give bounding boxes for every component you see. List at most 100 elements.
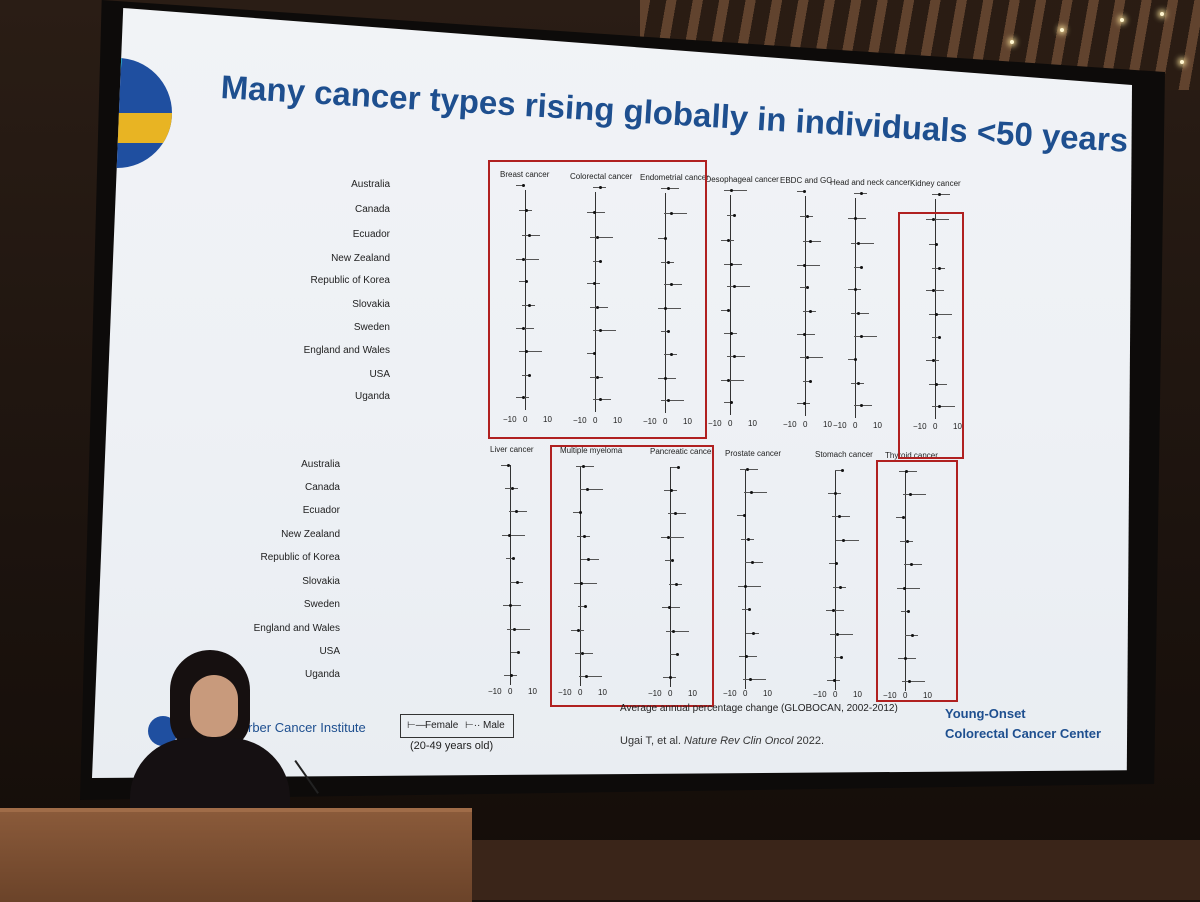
ci-bar [721,379,744,381]
ci-bar [836,539,859,541]
ci-bar [932,337,940,338]
ci-bar [738,585,761,587]
tick-label: 10 [683,417,692,427]
tick-label: 10 [823,419,832,429]
tick-label: 0 [743,689,748,699]
point-estimate [727,238,730,242]
point-estimate [667,187,670,190]
point-estimate [932,218,935,221]
ci-bar [929,314,952,315]
point-estimate [664,237,667,240]
point-estimate [833,678,836,682]
ci-bar [745,561,763,563]
point-estimate [672,630,675,634]
point-estimate [670,283,673,286]
tick-label: 10 [528,687,537,696]
ci-bar [904,564,922,565]
point-estimate [860,403,863,407]
point-estimate [905,470,908,473]
ci-bar [854,335,877,337]
point-estimate [674,512,677,516]
panel-title: Stomach cancer [815,449,873,459]
point-estimate [809,310,812,313]
ci-bar [834,656,842,658]
point-estimate [667,330,670,333]
zero-line [805,196,806,416]
point-estimate [730,331,733,335]
panel-title: Kidney cancer [910,179,961,188]
tick-label: 10 [613,416,622,426]
point-estimate [857,241,860,245]
ceiling-light [1120,18,1124,22]
ci-bar [576,466,594,468]
ceiling-light [1010,40,1014,44]
point-estimate [671,559,674,563]
ci-bar [926,219,949,220]
ci-bar [897,588,920,589]
ci-bar [932,194,950,195]
ci-bar [848,217,866,219]
ci-bar [573,512,581,514]
point-estimate [743,513,746,517]
tick-label: −10 [573,416,587,426]
ci-bar [670,654,678,656]
panel-title: Thyroid cancer [885,451,938,460]
point-estimate [513,628,516,631]
ci-bar [721,309,729,311]
point-estimate [515,510,518,513]
ci-bar [854,266,862,268]
legend-age-range: (20-49 years old) [410,740,494,752]
point-estimate [835,561,838,565]
legend-female-line-icon: ⊢— [407,720,426,731]
panel-title: Oesophageal cancer [705,174,779,184]
point-estimate [581,652,584,656]
ci-bar [590,306,608,308]
zero-line [525,190,526,410]
tick-label: 10 [543,415,552,424]
point-estimate [677,466,680,470]
tick-label: 0 [523,415,528,424]
highlight-box-thyroid [876,460,958,702]
ci-bar [902,681,925,682]
point-estimate [512,557,515,560]
tick-label: 0 [508,687,513,696]
point-estimate [668,606,671,610]
ci-bar [739,655,757,657]
center-name-line2: Colorectal Cancer Center [945,726,1102,741]
panel-title: Colorectal cancer [570,171,633,181]
point-estimate [525,209,528,212]
point-estimate [907,610,910,613]
country-label: Australia [351,179,390,190]
point-estimate [733,284,736,288]
zero-line [745,468,746,689]
point-estimate [938,193,941,196]
point-estimate [525,280,528,283]
point-estimate [938,336,941,339]
ci-bar [826,609,844,611]
ci-bar [926,290,944,291]
institute-name: rber Cancer Institute [248,720,366,735]
tick-label: 0 [853,421,858,430]
point-estimate [751,560,754,564]
ci-bar [803,241,821,242]
ci-bar [661,188,679,189]
point-estimate [667,399,670,402]
ci-bar [506,558,514,559]
point-estimate [803,190,806,193]
point-estimate [857,311,860,315]
point-estimate [854,287,857,291]
ci-bar [593,329,616,331]
point-estimate [586,488,589,492]
ci-bar [724,401,732,403]
panel-title: Multiple myeloma [560,446,623,456]
tick-label: 0 [933,422,938,432]
zero-line [665,193,666,413]
ci-bar [578,606,586,608]
ci-bar [658,238,666,239]
tick-label: −10 [643,417,657,427]
country-label: Slovakia [352,299,390,310]
citation: Ugai T, et al. Nature Rev Clin Oncol 202… [620,735,824,747]
ci-bar [664,284,682,285]
citation-authors: Ugai T, et al. [620,735,684,747]
point-estimate [748,607,751,611]
